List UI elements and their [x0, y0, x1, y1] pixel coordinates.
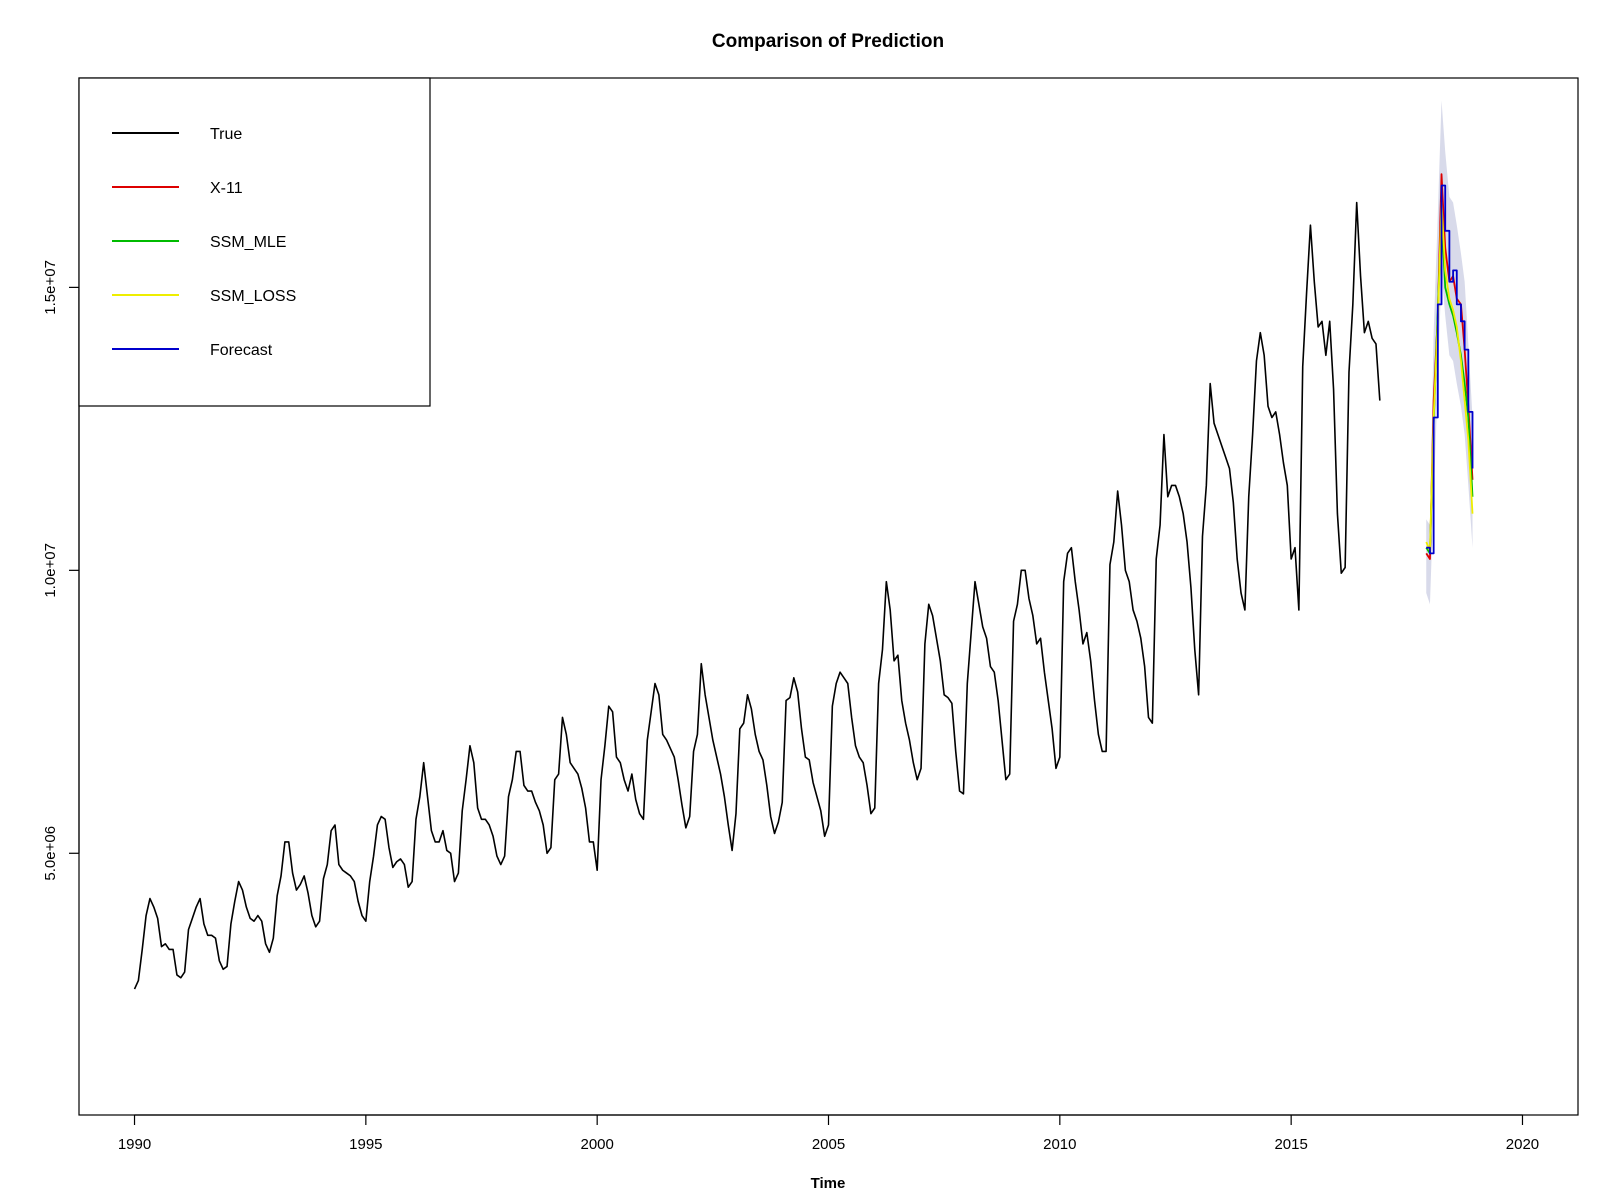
legend-label: X-11: [210, 180, 243, 197]
legend-label: SSM_LOSS: [210, 288, 296, 305]
forecast-lines: [1425, 173, 1474, 560]
x-tick-label: 2000: [580, 1136, 613, 1153]
y-tick-label: 1.5e+07: [42, 260, 59, 315]
x-tick-label: 2020: [1506, 1136, 1539, 1153]
x-tick-label: 2015: [1274, 1136, 1307, 1153]
x-tick-label: 1990: [118, 1136, 151, 1153]
legend: True X-11 SSM_MLE SSM_LOSS Forecast: [78, 77, 431, 407]
x-tick-label: 2005: [812, 1136, 845, 1153]
forecast-bands: [1426, 100, 1473, 605]
forecast-band: [1426, 100, 1473, 605]
x-tick-label: 2010: [1043, 1136, 1076, 1153]
series-line-forecast: [1426, 184, 1474, 555]
chart-title: Comparison of Prediction: [712, 31, 944, 52]
legend-label: True: [210, 126, 242, 143]
x-axis: 1990 1995 2000 2005 2010 2015 2020: [118, 1114, 1539, 1153]
legend-label: SSM_MLE: [210, 234, 286, 251]
y-tick-label: 5.0e+06: [42, 826, 59, 881]
y-axis: 5.0e+06 1.0e+07 1.5e+07: [42, 260, 80, 881]
x-tick-label: 1995: [349, 1136, 382, 1153]
y-tick-label: 1.0e+07: [42, 543, 59, 598]
x-axis-label: Time: [811, 1175, 846, 1192]
series-line-true: [133, 201, 1381, 990]
legend-label: Forecast: [210, 342, 273, 359]
true-line-group: [133, 201, 1381, 990]
